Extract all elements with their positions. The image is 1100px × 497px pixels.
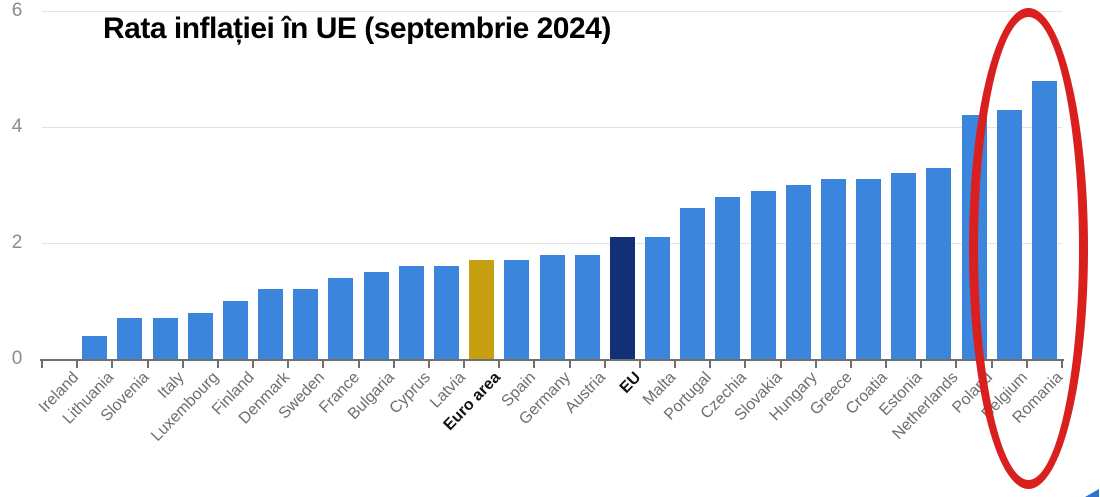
x-axis-tick	[216, 361, 219, 368]
x-category-label: EU	[616, 369, 645, 397]
x-axis-tick	[181, 361, 184, 368]
x-axis-tick	[885, 361, 888, 368]
bar-italy	[153, 318, 178, 359]
bar-denmark	[258, 289, 283, 359]
corner-triangle-mark	[1085, 489, 1099, 497]
bar-latvia	[434, 266, 459, 359]
x-axis-tick	[357, 361, 360, 368]
bar-cyprus	[399, 266, 424, 359]
y-tick-label: 6	[11, 0, 23, 21]
x-axis-tick	[322, 361, 325, 368]
x-axis-tick	[674, 361, 677, 368]
x-axis-tick	[744, 361, 747, 368]
bar-germany	[540, 255, 565, 359]
x-axis-tick	[533, 361, 536, 368]
bar-bulgaria	[364, 272, 389, 359]
x-axis-tick	[111, 361, 114, 368]
x-axis-tick	[252, 361, 255, 368]
bar-greece	[821, 179, 846, 359]
gridline	[42, 11, 1062, 12]
x-axis-line	[40, 359, 1064, 361]
x-axis-tick	[392, 361, 395, 368]
bar-france	[328, 278, 353, 359]
bar-hungary	[786, 185, 811, 359]
chart-title: Rata inflației în UE (septembrie 2024)	[103, 12, 611, 45]
x-axis-tick	[603, 361, 606, 368]
bar-netherlands	[926, 168, 951, 359]
bar-lithuania	[82, 336, 107, 359]
x-axis-tick	[41, 361, 43, 368]
y-tick-label: 4	[11, 116, 23, 137]
bar-slovakia	[751, 191, 776, 359]
bar-malta	[645, 237, 670, 359]
bar-eu	[610, 237, 635, 359]
x-axis-tick	[709, 361, 712, 368]
x-axis-tick	[463, 361, 466, 368]
x-axis-tick	[920, 361, 923, 368]
x-axis-tick	[638, 361, 641, 368]
bar-czechia	[715, 197, 740, 359]
x-axis-tick	[427, 361, 430, 368]
x-axis-tick	[814, 361, 817, 368]
bar-austria	[575, 255, 600, 359]
bar-croatia	[856, 179, 881, 359]
x-axis-tick	[955, 361, 958, 368]
bar-euro-area	[469, 260, 494, 359]
bar-spain	[504, 260, 529, 359]
x-axis-tick	[849, 361, 852, 368]
bar-finland	[223, 301, 248, 359]
bar-slovenia	[117, 318, 142, 359]
gridline	[42, 127, 1062, 128]
bar-sweden	[293, 289, 318, 359]
x-axis-tick	[76, 361, 79, 368]
highlight-ellipse-annotation	[969, 8, 1088, 489]
x-axis-tick	[146, 361, 149, 368]
y-tick-label: 2	[11, 232, 23, 253]
gridline	[42, 243, 1062, 244]
bar-portugal	[680, 208, 705, 359]
x-axis-tick	[287, 361, 290, 368]
y-tick-label: 0	[11, 348, 23, 369]
bar-luxembourg	[188, 313, 213, 359]
x-axis-tick	[498, 361, 501, 368]
x-axis-tick	[568, 361, 571, 368]
x-axis-tick	[779, 361, 782, 368]
bar-estonia	[891, 173, 916, 359]
